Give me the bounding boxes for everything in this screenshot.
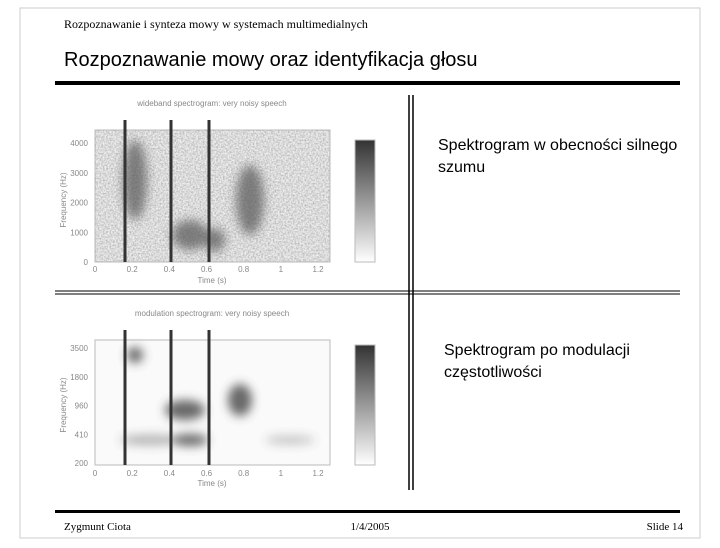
x-tick-label: 0 xyxy=(93,469,98,478)
x-tick-label: 0.4 xyxy=(164,265,176,274)
y-axis-label: Frequency (Hz) xyxy=(59,377,68,432)
figure-title: wideband spectrogram: very noisy speech xyxy=(136,99,286,108)
x-tick-label: 0.8 xyxy=(238,469,250,478)
footer-date: 1/4/2005 xyxy=(350,521,390,533)
slide-title: Rozpoznawanie mowy oraz identyfikacja gł… xyxy=(64,49,478,71)
x-tick-label: 0.4 xyxy=(164,469,176,478)
x-axis-label: Time (s) xyxy=(197,479,226,488)
y-tick-label: 1000 xyxy=(70,228,88,237)
x-tick-label: 0.2 xyxy=(127,265,139,274)
y-tick-label: 3500 xyxy=(70,344,88,353)
y-tick-label: 3000 xyxy=(70,169,88,178)
figure-title: modulation spectrogram: very noisy speec… xyxy=(135,309,289,318)
x-tick-label: 0.6 xyxy=(201,265,213,274)
x-tick-label: 1 xyxy=(279,265,284,274)
footer-slide: Slide 14 xyxy=(647,521,684,533)
y-axis-label: Frequency (Hz) xyxy=(59,172,68,227)
x-tick-label: 0.8 xyxy=(238,265,250,274)
x-tick-label: 1 xyxy=(279,469,284,478)
x-tick-label: 0 xyxy=(93,265,98,274)
title-rule xyxy=(55,81,680,85)
x-tick-label: 0.2 xyxy=(127,469,139,478)
x-axis-label: Time (s) xyxy=(197,276,226,285)
footer-rule xyxy=(55,510,680,513)
y-tick-label: 4000 xyxy=(70,139,88,148)
y-tick-label: 410 xyxy=(75,430,89,439)
y-tick-label: 200 xyxy=(75,459,89,468)
y-tick-label: 1800 xyxy=(70,373,88,382)
x-tick-label: 0.6 xyxy=(201,469,213,478)
y-tick-label: 960 xyxy=(75,402,89,411)
x-tick-label: 1.2 xyxy=(312,265,324,274)
header-subtitle: Rozpoznawanie i synteza mowy w systemach… xyxy=(64,17,368,31)
y-tick-label: 0 xyxy=(84,258,89,267)
y-tick-label: 2000 xyxy=(70,199,88,208)
footer-author: Zygmunt Ciota xyxy=(64,521,131,533)
x-tick-label: 1.2 xyxy=(312,469,324,478)
slide: Rozpoznawanie i synteza mowy w systemach… xyxy=(0,0,720,548)
